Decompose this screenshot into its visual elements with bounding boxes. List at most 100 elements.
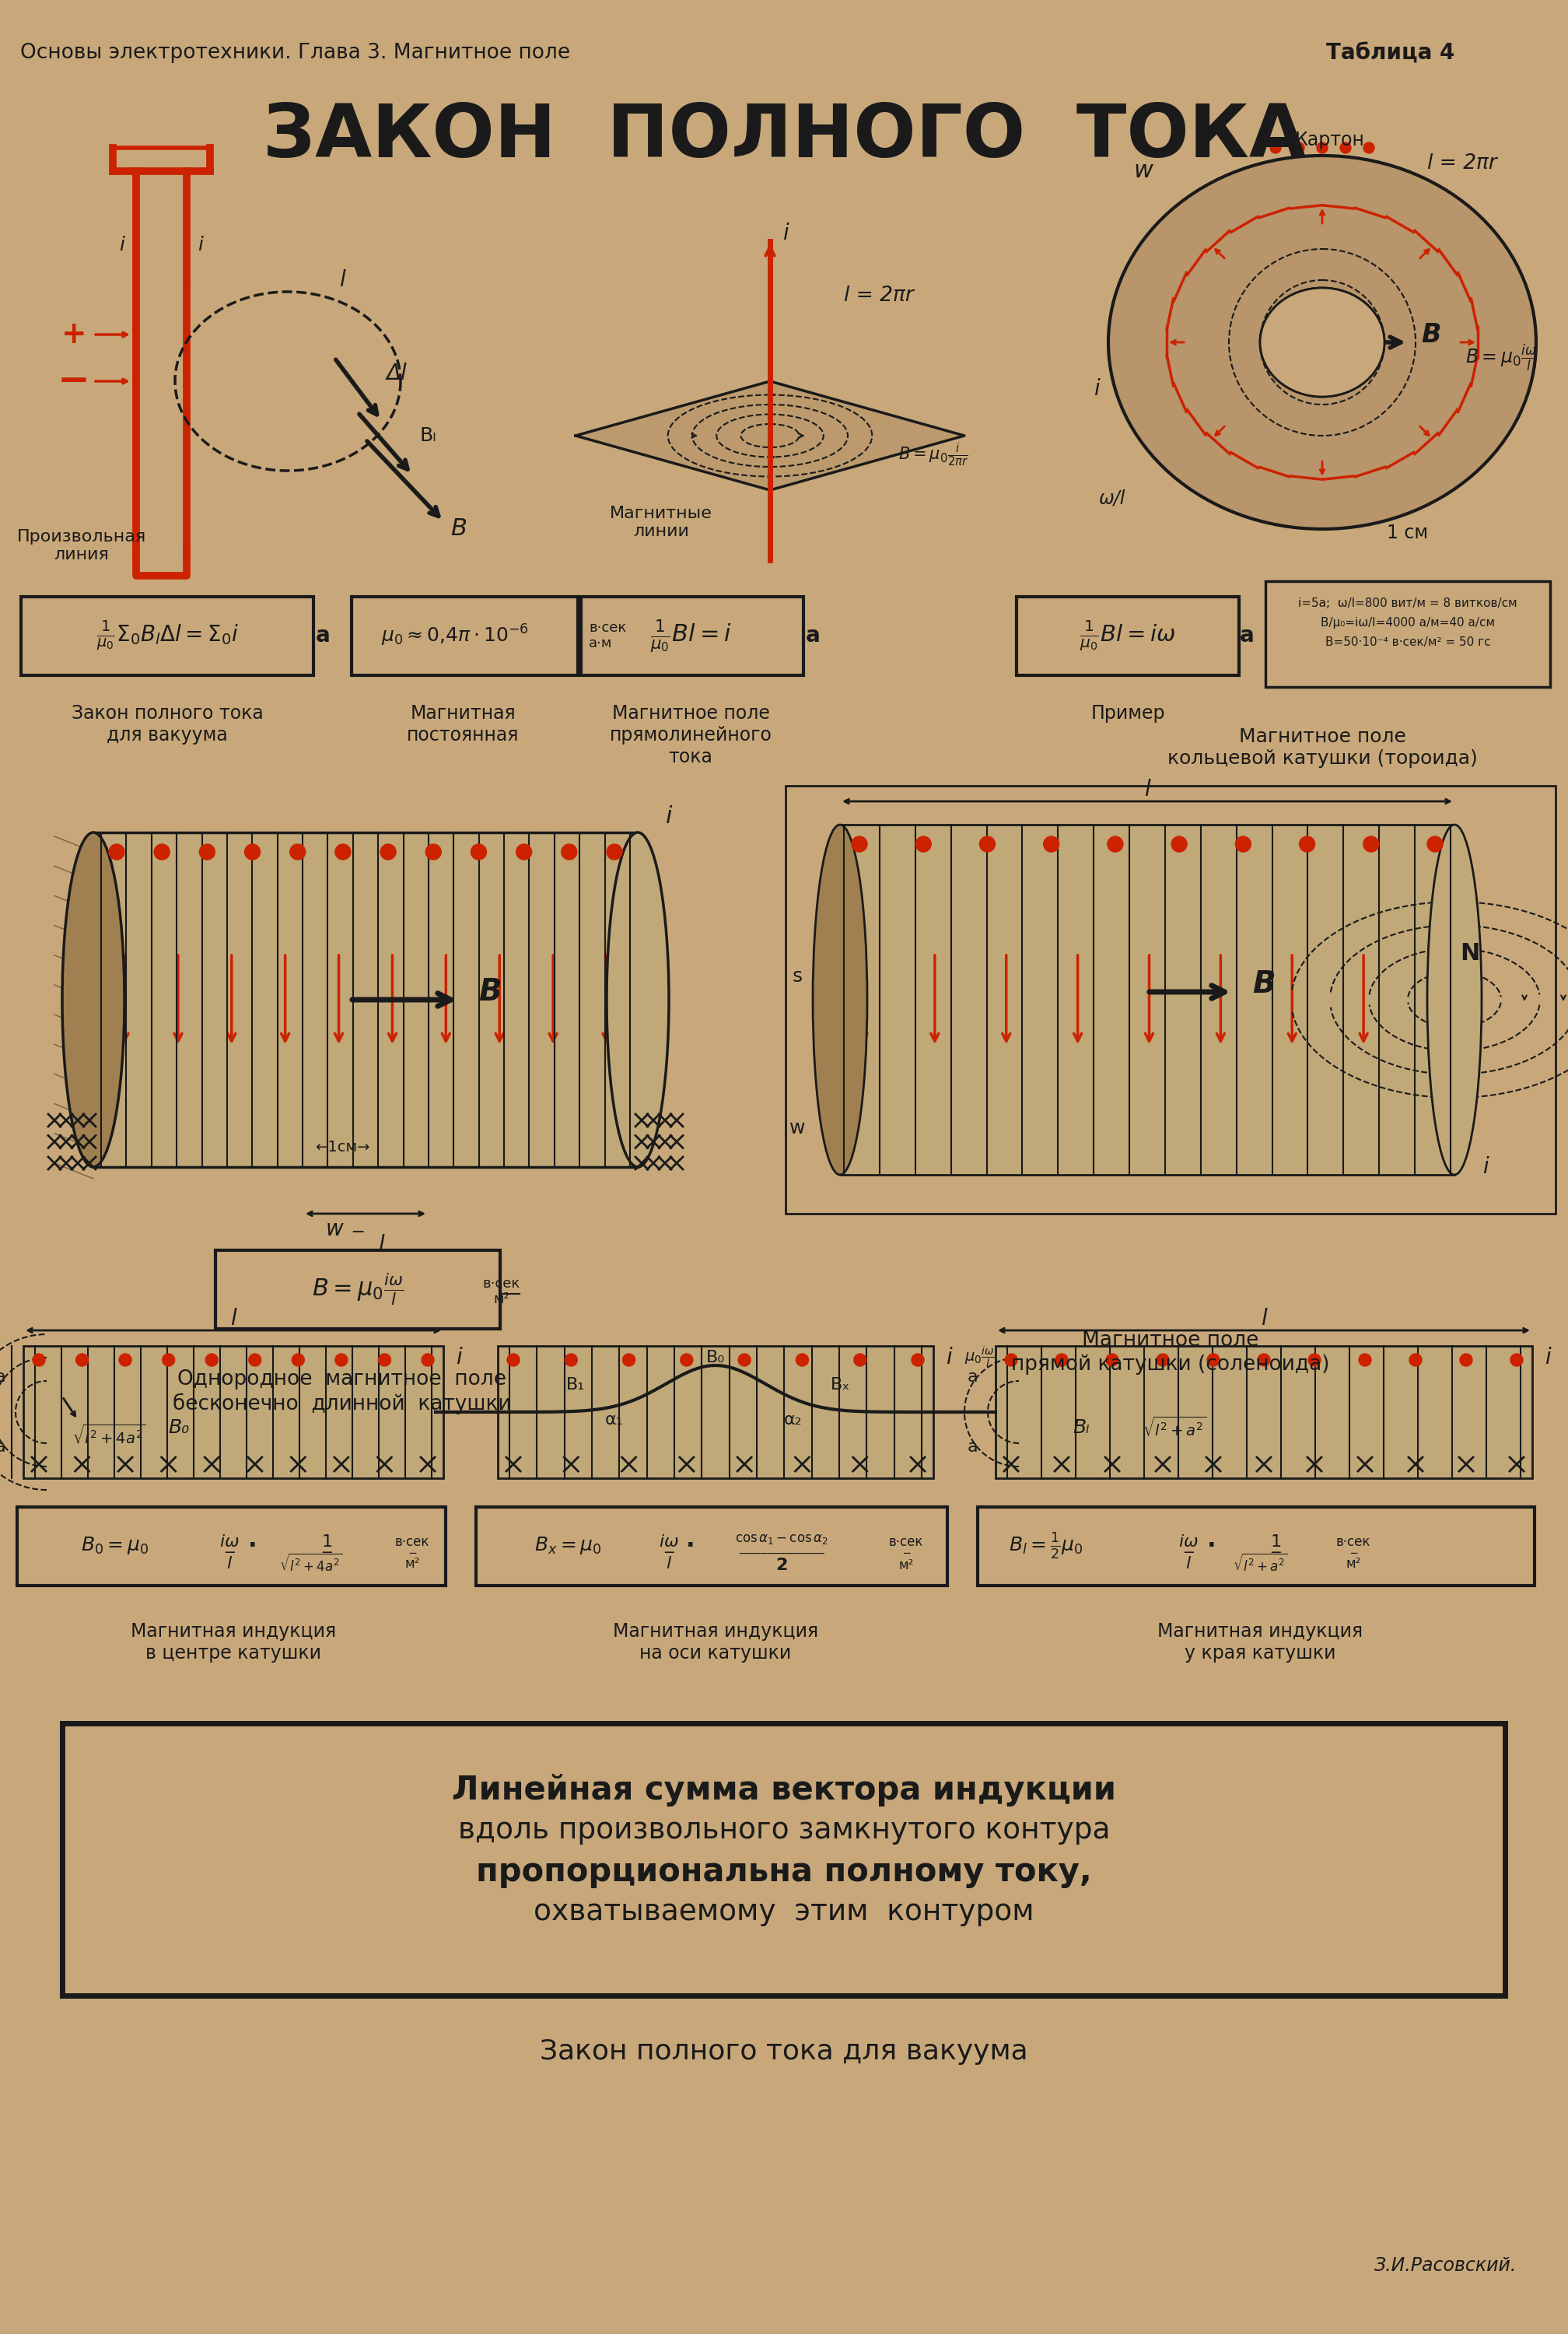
Text: пропорциональна полному току,: пропорциональна полному току, [477,1856,1091,1888]
Text: Магнитная индукция
на оси катушки: Магнитная индукция на оси катушки [613,1622,818,1662]
Text: в·сек: в·сек [889,1536,924,1550]
Text: $i\omega$: $i\omega$ [659,1533,679,1550]
Text: Bₗ: Bₗ [419,427,436,446]
Text: Линейная сумма вектора индукции: Линейная сумма вектора индукции [452,1774,1116,1807]
Text: ←1см→: ←1см→ [315,1141,370,1155]
Text: a: a [0,1440,5,1454]
Circle shape [425,845,441,859]
Text: a: a [0,1370,5,1384]
Text: B₁: B₁ [566,1377,585,1393]
Text: З.И.Расовский.: З.И.Расовский. [1374,2257,1516,2276]
Text: i: i [1544,1347,1551,1368]
Bar [996,1347,1532,1477]
Text: $\sqrt{l^2+a^2}$: $\sqrt{l^2+a^2}$ [1143,1417,1206,1440]
Bar [786,787,1555,1214]
Text: $l$: $l$ [666,1557,673,1571]
Circle shape [1157,1354,1170,1365]
Ellipse shape [1109,156,1537,530]
Text: Таблица 4: Таблица 4 [1327,42,1455,65]
Text: ─: ─ [321,1547,331,1561]
Text: в·сек: в·сек [588,621,626,635]
Text: в·сек: в·сек [395,1536,430,1550]
Text: а: а [1239,626,1254,647]
Bar [24,1347,444,1477]
Text: $\frac{1}{\mu_0}\Sigma_0 B_l \Delta l = \Sigma_0 i$: $\frac{1}{\mu_0}\Sigma_0 B_l \Delta l = … [96,619,238,651]
FancyBboxPatch shape [978,1508,1535,1585]
Text: Основы электротехники. Глава 3. Магнитное поле: Основы электротехники. Глава 3. Магнитно… [20,42,571,63]
Text: а·м: а·м [588,637,613,651]
FancyBboxPatch shape [215,1251,500,1328]
Text: B: B [1253,969,1275,999]
Text: $B_l=\frac{1}{2}\mu_0$: $B_l=\frac{1}{2}\mu_0$ [1008,1531,1083,1561]
Circle shape [855,1354,866,1365]
Text: $\mu_0\frac{i\omega}{l}$: $\mu_0\frac{i\omega}{l}$ [964,1344,996,1370]
Text: 1 см: 1 см [1388,523,1428,541]
Circle shape [1308,1354,1320,1365]
Text: охватываемому  этим  контуром: охватываемому этим контуром [533,1898,1035,1926]
Text: ─: ─ [1350,1547,1356,1559]
Text: $B=\mu_0\frac{i\omega}{l}$: $B=\mu_0\frac{i\omega}{l}$ [1466,343,1537,373]
Circle shape [1317,142,1328,154]
Text: Магнитная индукция
у края катушки: Магнитная индукция у края катушки [1157,1622,1363,1662]
Text: i=5а;  ω/l=800 вит/м = 8 витков/см: i=5а; ω/l=800 вит/м = 8 витков/см [1298,598,1518,609]
Text: a: a [967,1440,977,1454]
Circle shape [506,1354,519,1365]
FancyBboxPatch shape [63,1722,1505,1996]
Text: i: i [946,1347,952,1368]
Text: ────────────: ──────────── [739,1547,825,1559]
Text: $\frac{1}{\mu_0}Bl = i$: $\frac{1}{\mu_0}Bl = i$ [649,619,732,654]
FancyBboxPatch shape [351,598,579,675]
FancyBboxPatch shape [17,1508,445,1585]
FancyBboxPatch shape [1265,581,1551,686]
Text: i: i [782,222,789,245]
Text: $\sqrt{l^2+4a^2}$: $\sqrt{l^2+4a^2}$ [279,1552,343,1575]
Circle shape [381,845,397,859]
Circle shape [1363,836,1378,852]
Text: i: i [1093,378,1099,399]
Circle shape [1294,142,1305,154]
Circle shape [1105,1354,1118,1365]
Circle shape [851,836,867,852]
Text: l: l [230,1307,237,1330]
Polygon shape [575,380,964,490]
Circle shape [75,1354,88,1365]
Circle shape [422,1354,434,1365]
Text: Магнитное поле
прямой катушки (соленоида): Магнитное поле прямой катушки (соленоида… [1011,1330,1330,1375]
Circle shape [33,1354,45,1365]
Text: ·: · [248,1536,257,1557]
Text: α₂: α₂ [784,1412,803,1428]
Bar [94,833,638,1167]
Text: Однородное  магнитное  поле
бесконечно  длинной  катушки: Однородное магнитное поле бесконечно дли… [172,1370,511,1414]
Circle shape [516,845,532,859]
FancyBboxPatch shape [20,598,314,675]
Circle shape [1107,836,1123,852]
Circle shape [1410,1354,1422,1365]
Text: $i\omega$: $i\omega$ [220,1533,240,1550]
Text: Магнитное поле
прямолинейного
тока: Магнитное поле прямолинейного тока [610,705,771,766]
Text: i: i [665,805,673,829]
Text: Магнитное поле
кольцевой катушки (тороида): Магнитное поле кольцевой катушки (тороид… [1167,728,1477,768]
Text: $\frac{1}{\mu_0}Bl = i\omega$: $\frac{1}{\mu_0}Bl = i\omega$ [1080,619,1176,651]
Text: в·сек: в·сек [1336,1536,1370,1550]
Text: $B = \mu_0 \frac{i\omega}{l}$: $B = \mu_0 \frac{i\omega}{l}$ [312,1272,403,1307]
Circle shape [163,1354,174,1365]
Circle shape [911,1354,924,1365]
Text: м²: м² [405,1557,420,1571]
Text: $i\omega$: $i\omega$ [1179,1533,1198,1550]
Circle shape [1427,836,1443,852]
Text: $B_x=\mu_0$: $B_x=\mu_0$ [535,1536,602,1557]
Text: $1$: $1$ [321,1533,332,1550]
Ellipse shape [607,833,670,1167]
Text: Магнитные
линии: Магнитные линии [610,506,712,539]
Text: ─: ─ [224,1547,234,1561]
Text: $\sqrt{l^2+a^2}$: $\sqrt{l^2+a^2}$ [1232,1552,1287,1575]
Circle shape [1460,1354,1472,1365]
Text: Bₗ: Bₗ [1073,1419,1090,1438]
Circle shape [1364,142,1374,154]
Circle shape [1055,1354,1068,1365]
Circle shape [681,1354,693,1365]
Circle shape [980,836,996,852]
Ellipse shape [1427,824,1482,1174]
Circle shape [119,1354,132,1365]
Text: i: i [1482,1155,1488,1179]
